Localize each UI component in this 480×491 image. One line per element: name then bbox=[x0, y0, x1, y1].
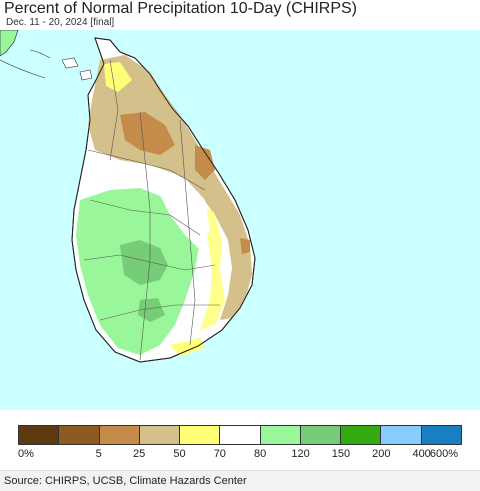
legend-swatch-2 bbox=[99, 426, 140, 444]
map-subtitle: Dec. 11 - 20, 2024 [final] bbox=[6, 17, 115, 28]
legend-swatch-7 bbox=[300, 426, 342, 444]
region-white-central bbox=[150, 170, 210, 250]
source-credit: Source: CHIRPS, UCSB, Climate Hazards Ce… bbox=[4, 475, 247, 487]
legend-tick-label: 120 bbox=[291, 448, 310, 460]
legend-tick-label: 70 bbox=[213, 448, 226, 460]
region-north-central-2 bbox=[195, 145, 215, 180]
legend-swatch-8 bbox=[341, 426, 382, 444]
legend-swatch-3 bbox=[139, 426, 181, 444]
legend-tick-labels: 0% 5 25 50 70 80 120 150 200 400 600% bbox=[0, 448, 480, 462]
islet-2 bbox=[79, 69, 93, 81]
legend-tick-label: 5 bbox=[95, 448, 102, 460]
islet-1 bbox=[61, 57, 79, 69]
legend-tick-label: 600% bbox=[429, 448, 459, 460]
legend-tick-label: 200 bbox=[372, 448, 391, 460]
legend-tick-label: 0% bbox=[18, 448, 34, 460]
sri-lanka-precipitation-map bbox=[0, 30, 480, 410]
legend-swatch-5 bbox=[220, 426, 261, 444]
legend-swatch-10 bbox=[421, 426, 461, 444]
legend-swatch-9 bbox=[381, 426, 422, 444]
legend-tick-label: 150 bbox=[331, 448, 351, 460]
india-landmass bbox=[0, 30, 19, 57]
region-yellow-east bbox=[200, 205, 225, 330]
legend-tick-label: 80 bbox=[254, 448, 267, 460]
legend-swatch-4 bbox=[180, 426, 221, 444]
legend-swatch-1 bbox=[59, 426, 100, 444]
region-north-central bbox=[120, 112, 175, 155]
region-yellow-north bbox=[104, 62, 132, 92]
region-yellow-south bbox=[170, 338, 205, 356]
legend-tick-label: 400 bbox=[412, 448, 431, 460]
island-coastline bbox=[71, 37, 256, 363]
map-title: Percent of Normal Precipitation 10-Day (… bbox=[4, 0, 358, 17]
footer: Source: CHIRPS, UCSB, Climate Hazards Ce… bbox=[0, 470, 480, 491]
legend-swatch-6 bbox=[260, 426, 301, 444]
legend-tick-label: 50 bbox=[173, 448, 186, 460]
region-east-spot bbox=[240, 238, 250, 254]
district-borders bbox=[83, 59, 220, 361]
color-legend bbox=[18, 425, 462, 445]
region-highlands bbox=[120, 240, 168, 285]
india-coast-line bbox=[0, 49, 51, 79]
legend-tick-label: 25 bbox=[132, 448, 146, 460]
region-highlands-2 bbox=[138, 298, 165, 322]
legend-swatch-0 bbox=[19, 426, 60, 444]
